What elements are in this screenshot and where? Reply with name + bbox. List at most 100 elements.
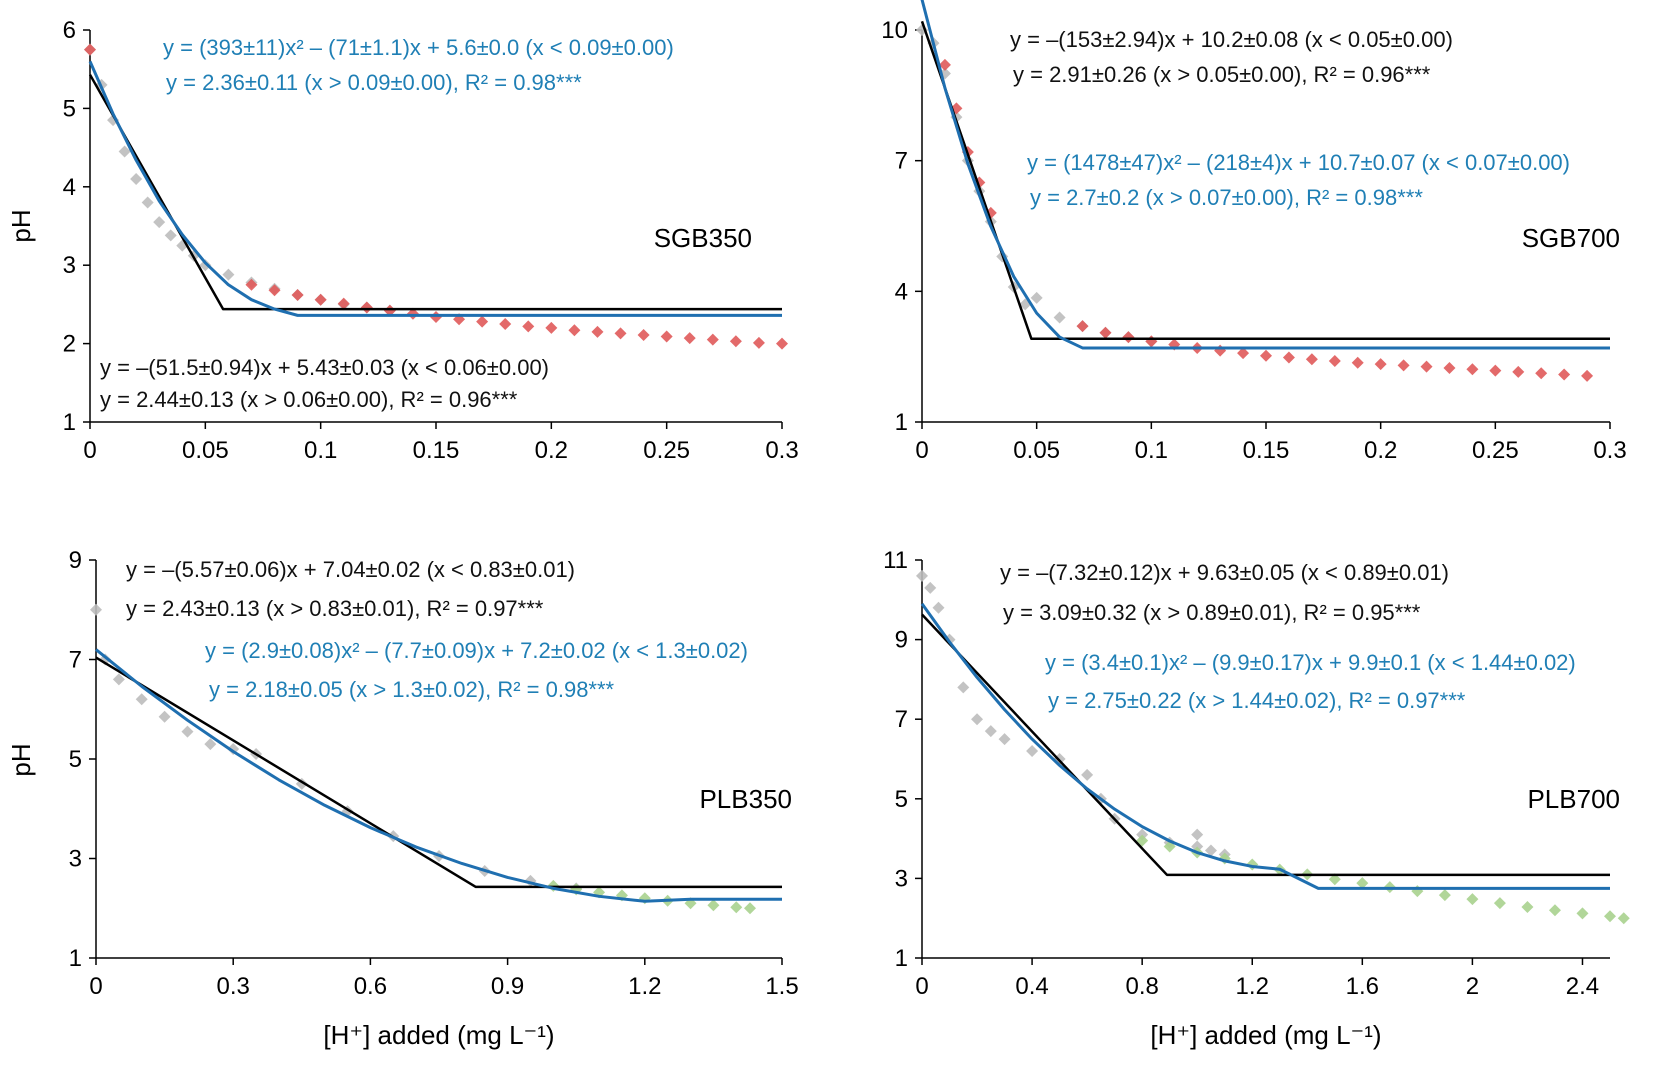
data-point <box>1237 347 1250 360</box>
data-point <box>522 320 535 333</box>
data-point <box>984 725 997 738</box>
y-tick-label: 7 <box>895 148 908 175</box>
data-point <box>383 304 396 317</box>
data-point <box>730 901 743 914</box>
y-tick-label: 5 <box>63 95 76 122</box>
y-tick-label: 6 <box>63 17 76 44</box>
data-point <box>1535 367 1548 380</box>
y-tick-label: 10 <box>881 17 908 44</box>
y-tick-label: 9 <box>895 627 908 654</box>
data-point <box>90 603 102 616</box>
data-point <box>1489 364 1502 377</box>
data-point <box>337 297 350 310</box>
data-point <box>1076 320 1089 333</box>
fit-line-linear-plateau-fit <box>920 20 1610 341</box>
data-point <box>430 310 442 323</box>
x-tick-label: 0.3 <box>765 437 798 464</box>
data-point <box>141 196 154 209</box>
data-point <box>637 328 650 341</box>
y-tick-label: 2 <box>63 331 76 358</box>
x-tick-label: 1.2 <box>628 973 661 1000</box>
data-point <box>1030 291 1043 304</box>
data-point <box>706 333 719 346</box>
x-tick-label: 0.9 <box>491 973 524 1000</box>
data-point <box>118 145 131 158</box>
x-tick-label: 0.1 <box>1135 437 1168 464</box>
data-point <box>916 569 928 582</box>
data-point <box>1260 349 1272 362</box>
data-point <box>1081 768 1094 781</box>
data-point <box>568 324 581 337</box>
x-tick-label: 0 <box>915 973 928 1000</box>
panel-plb350: 1 3 5 7 9 0 0.3 0.6 0.9 1.2 1.5 pH [H⁺] added (mg L⁻… <box>6 547 799 1050</box>
panel-label: PLB700 <box>1527 784 1620 814</box>
y-tick-label: 1 <box>895 945 908 972</box>
data-point <box>314 293 327 306</box>
equation-blue: y = 2.75±0.22 (x > 1.44±0.02), R² = 0.97… <box>1048 688 1466 713</box>
y-tick-label: 11 <box>883 547 908 574</box>
y-tick-label: 5 <box>69 746 82 773</box>
data-point <box>1576 907 1589 920</box>
fit-line-quadratic-plateau-fit <box>95 648 782 903</box>
y-tick-label: 4 <box>63 174 76 201</box>
data-point <box>924 581 937 594</box>
x-tick-label: 0 <box>89 973 102 1000</box>
x-tick-label: 2.4 <box>1566 973 1599 1000</box>
data-point <box>1512 365 1525 378</box>
data-point <box>1053 311 1066 324</box>
equation-blue: y = (3.4±0.1)x² – (9.9±0.17)x + 9.9±0.1 … <box>1045 650 1576 675</box>
data-point <box>499 318 512 330</box>
data-point <box>932 601 945 614</box>
data-point <box>545 321 558 334</box>
data-point <box>1521 901 1534 914</box>
equation-blue: y = (1478±47)x² – (218±4)x + 10.7±0.07 (… <box>1027 150 1570 175</box>
y-tick-label: 1 <box>63 409 76 436</box>
data-point <box>1122 331 1135 344</box>
data-point <box>1581 369 1594 382</box>
x-tick-label: 0.05 <box>1013 437 1060 464</box>
data-point <box>707 899 720 912</box>
x-tick-label: 0.15 <box>1243 437 1290 464</box>
x-tick-label: 1.5 <box>765 973 798 1000</box>
x-tick-label: 1.2 <box>1236 973 1269 1000</box>
data-point <box>1466 893 1479 906</box>
data-point <box>729 335 742 348</box>
data-point <box>164 229 177 242</box>
data-point <box>1145 335 1158 348</box>
x-tick-label: 0.25 <box>1472 437 1519 464</box>
panel-sgb350: 1 2 3 4 5 6 0 0.05 0.1 0.15 0.2 0.25 0.3 pH y = –(51.5… <box>6 17 799 464</box>
data-point <box>84 43 96 56</box>
equation-black: y = 3.09±0.32 (x > 0.89±0.01), R² = 0.95… <box>1003 600 1421 625</box>
data-point <box>1558 368 1571 381</box>
data-point <box>112 673 125 686</box>
y-tick-label: 4 <box>895 278 908 305</box>
data-point <box>683 332 696 345</box>
panel-label: SGB700 <box>1522 223 1620 253</box>
data-point <box>1397 359 1410 372</box>
equation-black: y = –(7.32±0.12)x + 9.63±0.05 (x < 0.89±… <box>1000 560 1449 585</box>
data-point <box>181 725 194 738</box>
data-point <box>245 278 258 291</box>
x-tick-label: 0.2 <box>535 437 568 464</box>
data-point <box>1305 353 1318 366</box>
x-axis-label: [H⁺] added (mg L⁻¹) <box>323 1020 554 1050</box>
data-point <box>1214 344 1227 357</box>
x-axis-label: [H⁺] added (mg L⁻¹) <box>1150 1020 1381 1050</box>
equation-black: y = 2.43±0.13 (x > 0.83±0.01), R² = 0.97… <box>126 596 544 621</box>
data-point <box>222 268 235 281</box>
x-tick-label: 0.15 <box>413 437 460 464</box>
equation-blue: y = 2.18±0.05 (x > 1.3±0.02), R² = 0.98*… <box>209 677 615 702</box>
data-point <box>1548 904 1561 917</box>
x-tick-label: 0.3 <box>1593 437 1626 464</box>
equation-black: y = –(5.57±0.06)x + 7.04±0.02 (x < 0.83±… <box>126 557 575 582</box>
y-tick-label: 9 <box>69 547 82 574</box>
fit-line-linear-plateau-fit <box>88 74 782 311</box>
data-point <box>957 681 970 694</box>
x-tick-label: 0 <box>83 437 96 464</box>
data-point <box>1191 828 1204 841</box>
fit-line-linear-plateau-fit <box>95 656 782 889</box>
panel-plb700: 1 3 5 7 9 11 0 0.4 0.8 1.2 1.6 2 2.4 [H⁺] added (mg L… <box>883 547 1630 1050</box>
data-point <box>660 330 673 343</box>
data-point <box>1328 873 1341 886</box>
